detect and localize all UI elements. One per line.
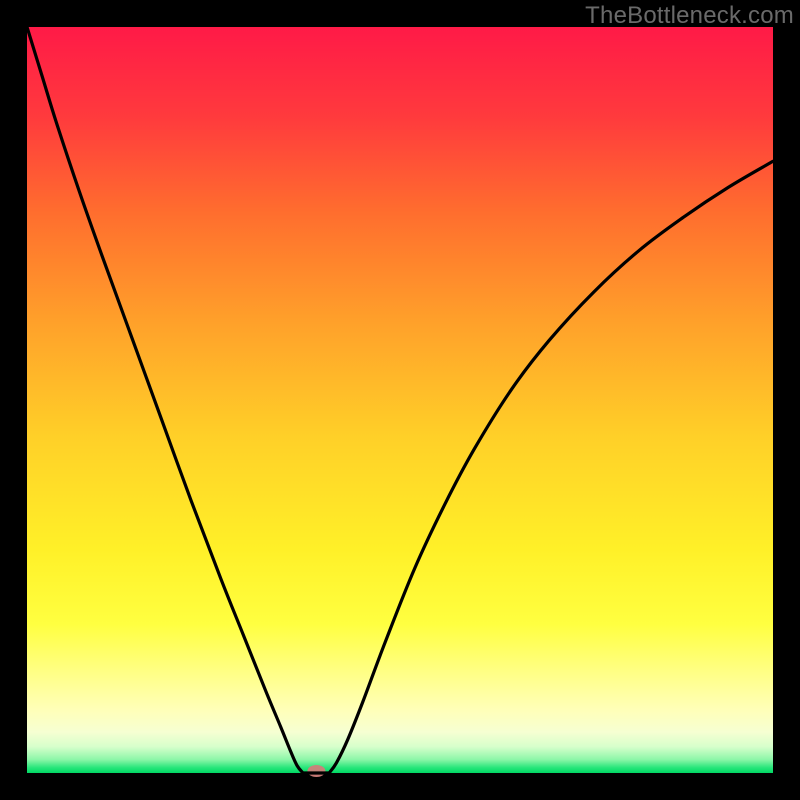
bottleneck-chart xyxy=(0,0,800,800)
minimum-marker xyxy=(307,765,325,777)
plot-background-gradient xyxy=(27,27,773,773)
chart-container: TheBottleneck.com xyxy=(0,0,800,800)
